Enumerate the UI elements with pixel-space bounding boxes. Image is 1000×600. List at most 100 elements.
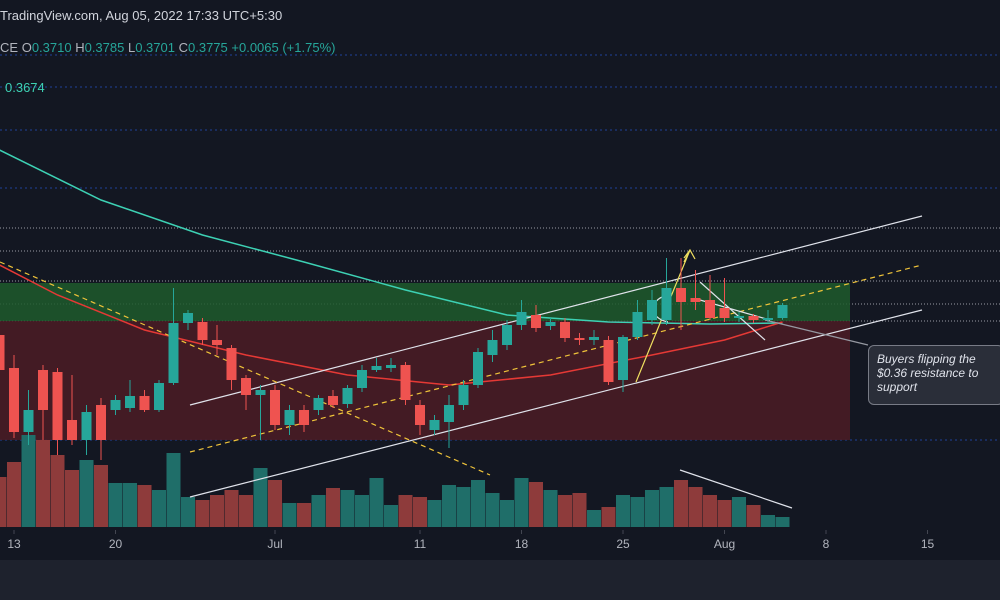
volume-bar [456, 487, 471, 527]
candle-body [0, 335, 5, 370]
x-tick-label: 13 [7, 537, 21, 551]
candle-body [255, 390, 266, 395]
volume-bar [79, 460, 94, 527]
candle-body [328, 396, 338, 405]
ohlc-value: 0.3710 [31, 40, 72, 55]
candle-body [647, 300, 657, 320]
candle-body [371, 366, 382, 370]
candle-body [777, 305, 788, 318]
volume-bar [36, 440, 50, 527]
volume-bar [572, 493, 587, 527]
candle-body [531, 315, 541, 328]
candle-body [603, 340, 614, 382]
volume-bar [369, 478, 384, 527]
volume-bar [514, 478, 529, 527]
candle-body [589, 337, 599, 340]
candle-body [386, 365, 396, 368]
indicator-line [0, 264, 783, 386]
ohlc-label: C [178, 40, 188, 55]
x-tick-label: 20 [109, 537, 123, 551]
volume-bar [442, 485, 456, 527]
change: +0.0065 (+1.75%) [231, 40, 336, 55]
candle-body [110, 400, 121, 410]
candle-body [487, 340, 498, 355]
plot-background [0, 0, 1000, 560]
source-line: TradingView.com, Aug 05, 2022 17:33 UTC+… [0, 8, 282, 23]
volume-layer [0, 435, 790, 527]
volume-bar [471, 480, 485, 527]
volume-bar [181, 497, 195, 527]
candle-body [81, 412, 92, 440]
candle-body [342, 388, 353, 404]
candle-body [429, 420, 440, 430]
drawings [0, 215, 923, 509]
candle-body [168, 323, 179, 383]
volume-bar [630, 497, 645, 527]
annotation-line: support [877, 380, 918, 394]
candle-body [67, 420, 77, 440]
candle-body [458, 385, 469, 405]
candle-body [473, 352, 483, 385]
x-tick-label: 18 [515, 537, 529, 551]
candle-body [23, 410, 34, 432]
volume-bar [601, 507, 616, 527]
candle-body [632, 312, 643, 337]
candle-body [748, 316, 759, 320]
x-tick-label: 11 [414, 537, 427, 551]
source: TradingView.com, Aug 05, 2022 17:33 UTC+… [0, 8, 283, 23]
annotation-line: Buyers flipping the [877, 352, 976, 366]
volume-bar [398, 495, 413, 527]
volume-bar [311, 495, 326, 527]
annotation-line: $0.36 resistance to [877, 366, 979, 380]
candle-body [705, 300, 715, 318]
volume-bar [761, 515, 775, 527]
candle-body [502, 325, 512, 345]
indicator-line [0, 149, 783, 325]
candle-body [400, 365, 411, 400]
candle-body [299, 410, 309, 425]
candle-body [734, 316, 744, 318]
volume-bar [558, 495, 572, 527]
ohlc-legend: CE O0.3710 H0.3785 L0.3701 C0.3775 +0.00… [0, 40, 335, 55]
volume-bar [7, 462, 21, 527]
candle-body [545, 322, 556, 326]
candle-layer [0, 258, 788, 460]
volume-bar [210, 495, 224, 527]
x-axis: 13 20 Jul 11 18 25 Aug 8 15 [7, 530, 934, 551]
x-tick-label: 8 [823, 537, 830, 551]
volume-bar [94, 465, 108, 527]
volume-bar [268, 480, 282, 527]
symbol: CE [0, 40, 19, 55]
candle-body [415, 405, 425, 425]
volume-bar [326, 488, 340, 527]
candle-body [38, 370, 48, 410]
volume-bar [21, 435, 36, 527]
footer-strip [0, 560, 1000, 600]
candle-body [618, 337, 628, 380]
candle-body [574, 338, 585, 340]
annotation-box: Buyers flipping the $0.36 resistance to su… [868, 345, 1000, 405]
volume-bar [340, 490, 355, 527]
volume-bar [746, 505, 761, 527]
volume-bar [297, 503, 311, 527]
candle-body [125, 396, 135, 408]
candle-body [444, 405, 454, 422]
candle-body [154, 383, 164, 410]
x-tick-label: 15 [921, 537, 935, 551]
candle-body [96, 405, 106, 440]
volume-bar [108, 483, 123, 527]
x-tick-label: 25 [616, 537, 630, 551]
volume-bar [355, 495, 369, 527]
volume-bar [282, 503, 297, 527]
volume-bar [166, 453, 181, 527]
volume-bar [616, 495, 630, 527]
candle-body [197, 322, 208, 340]
volume-bar [239, 495, 253, 527]
x-tick-label: Aug [714, 537, 735, 551]
volume-bar [65, 470, 79, 527]
volume-bar [732, 497, 746, 527]
ohlc-label: H [75, 40, 85, 55]
volume-bar [224, 490, 239, 527]
